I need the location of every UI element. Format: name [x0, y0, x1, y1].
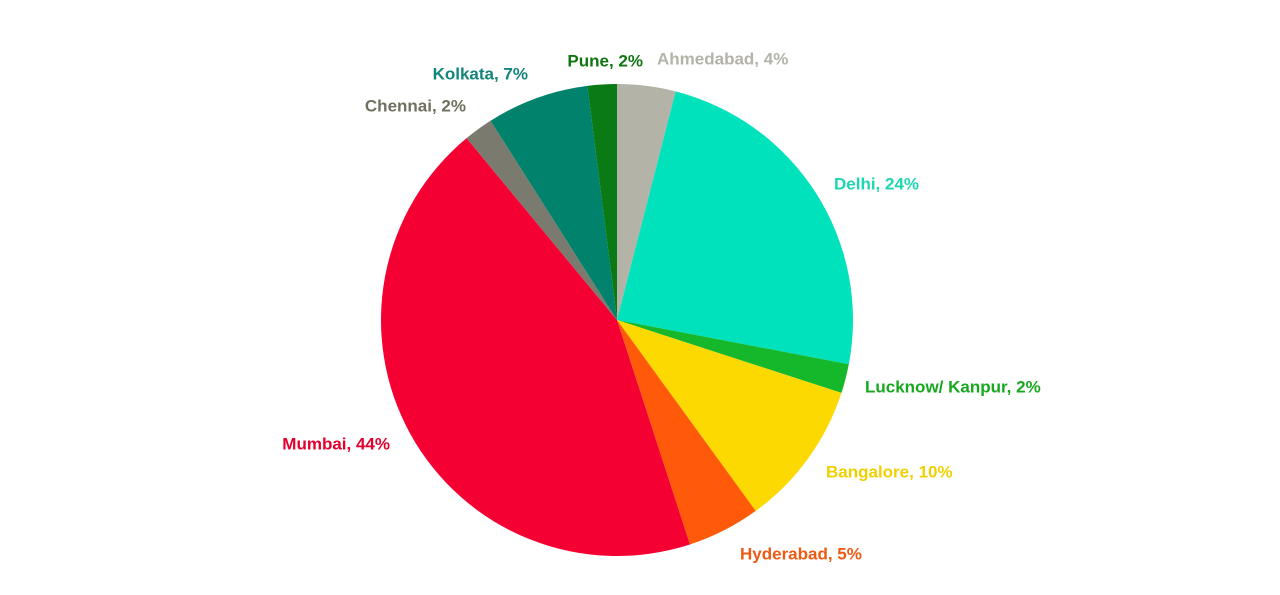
pie-slice — [617, 84, 676, 320]
pie-slice — [617, 91, 853, 365]
pie-slice — [490, 85, 617, 320]
slice-label: Bangalore, 10% — [826, 462, 953, 481]
slice-label: Chennai, 2% — [365, 96, 466, 115]
pie-slice — [466, 120, 617, 320]
pie-slice — [617, 320, 849, 393]
pie-slice — [587, 84, 617, 320]
pie-slice — [617, 320, 842, 511]
pie-slice — [380, 138, 690, 557]
slice-label: Kolkata, 7% — [433, 64, 528, 83]
slice-label: Hyderabad, 5% — [740, 544, 862, 563]
slice-label: Mumbai, 44% — [282, 434, 390, 453]
pie-slice — [617, 320, 756, 545]
slice-label: Delhi, 24% — [834, 174, 919, 193]
slice-label: Ahmedabad, 4% — [657, 49, 788, 68]
slice-label: Lucknow/ Kanpur, 2% — [865, 377, 1041, 396]
slice-label: Pune, 2% — [567, 51, 643, 70]
